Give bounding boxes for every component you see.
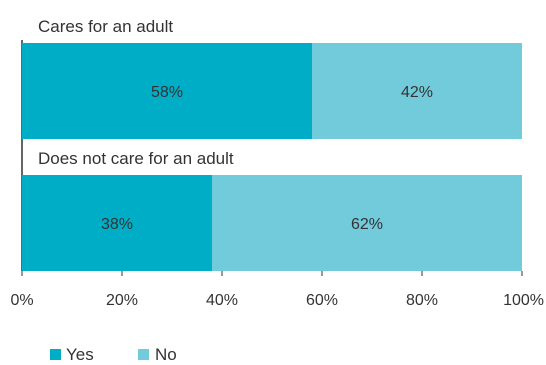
legend-label-no: No [155,345,177,364]
data-label-yes-1: 38% [101,216,133,233]
x-tick-label: 100% [503,292,544,309]
legend-swatch-no [138,349,149,360]
category-label-1: Does not care for an adult [38,149,234,168]
category-label-0: Cares for an adult [38,17,173,36]
data-label-yes-0: 58% [151,84,183,101]
x-tick-label: 60% [306,292,338,309]
bar-no-0 [312,43,522,139]
data-label-no-1: 62% [351,216,383,233]
x-axis-ticks: 0% 20% 40% 60% 80% 100% [10,271,544,309]
bar-yes-1 [22,175,212,271]
data-label-no-0: 42% [401,84,433,101]
bars: 58% 42% 38% 62% [22,43,522,271]
category-labels: Cares for an adult Does not care for an a… [38,17,234,168]
bar-yes-0 [22,43,312,139]
legend: Yes No [50,345,177,364]
x-tick-label: 0% [10,292,33,309]
x-tick-label: 80% [406,292,438,309]
bar-no-1 [212,175,522,271]
legend-swatch-yes [50,349,61,360]
x-tick-label: 20% [106,292,138,309]
x-tick-label: 40% [206,292,238,309]
legend-label-yes: Yes [66,345,94,364]
